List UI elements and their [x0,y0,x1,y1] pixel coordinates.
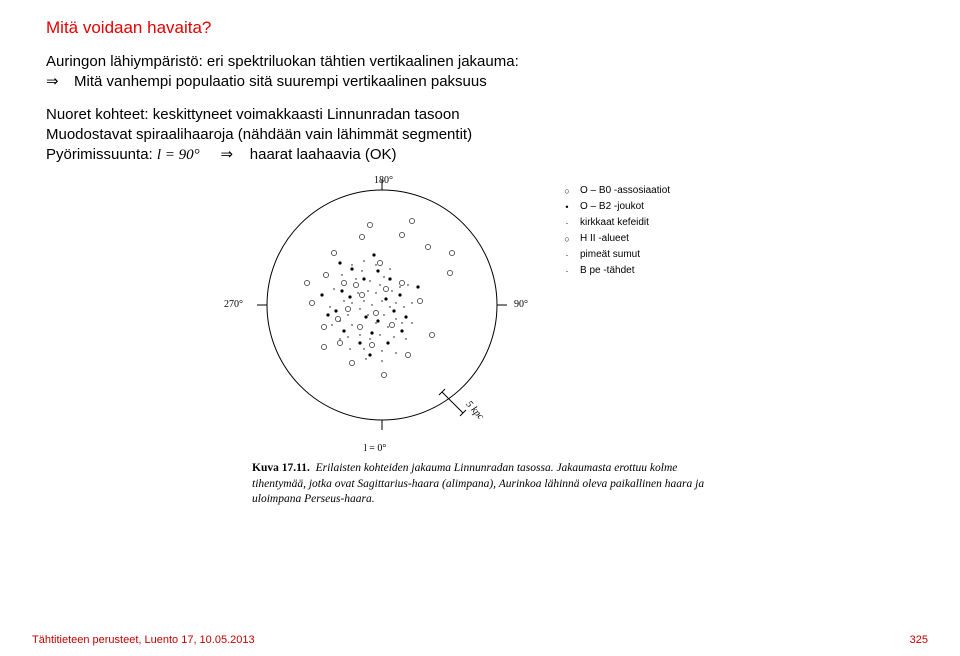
angle-bottom: l = 0° [364,443,386,454]
p2-line3-math: l = 90° [157,147,200,163]
legend-item: · B pe -tähdet [562,263,670,279]
p2-line3: Pyörimissuunta: l = 90° ⇒ haarat laahaav… [46,145,928,165]
legend-item: · kirkkaat kefeidit [562,215,670,231]
p1-line2-wrap: ⇒ Mitä vanhempi populaatio sitä suurempi… [46,72,928,92]
arrow-icon: ⇒ [221,146,234,163]
footer: Tähtitieteen perusteet, Luento 17, 10.05… [32,634,928,646]
page-title: Mitä voidaan havaita? [46,18,928,38]
legend-item: · pimeät sumut [562,247,670,263]
arrow-icon: ⇒ [46,72,59,92]
legend-item: ○ O – B0 -assosiaatiot [562,183,670,199]
legend-sym-icon: ○ [562,184,572,198]
angle-right: 90° [514,299,528,310]
figure: 180° 270° 90° l = 0° 5 kpc ○O – B0 -asso… [252,175,722,508]
p1-line2: Mitä vanhempi populaatio sitä suurempi v… [74,73,487,90]
legend-label: O – B2 -joukot [580,199,644,215]
p1-line1: Auringon lähiympäristö: eri spektriluoka… [46,52,928,72]
legend-sym-icon: · [562,248,572,262]
legend-label: O – B0 -assosiaatiot [580,183,670,199]
legend-sym-icon: · [562,264,572,278]
p2-line1: Nuoret kohteet: keskittyneet voimakkaast… [46,105,928,125]
legend-item: ○ H II -alueet [562,231,670,247]
p2-line2: Muodostavat spiraalihaaroja (nähdään vai… [46,125,928,145]
p2-line3a: Pyörimissuunta: [46,146,157,163]
caption-num: Kuva 17.11. [252,462,310,474]
legend-sym-icon: ○ [562,232,572,246]
p2-line3b: haarat laahaavia (OK) [250,146,397,163]
legend-sym-icon: · [562,216,572,230]
figure-caption: Kuva 17.11. Erilaisten kohteiden jakauma… [252,461,722,508]
legend-label: H II -alueet [580,231,629,247]
legend-item: • O – B2 -joukot [562,199,670,215]
legend-label: B pe -tähdet [580,263,634,279]
legend-label: kirkkaat kefeidit [580,215,649,231]
paragraph-1: Auringon lähiympäristö: eri spektriluoka… [46,52,928,93]
legend-sym-icon: • [562,200,572,214]
legend: ○ O – B0 -assosiaatiot • O – B2 -joukot · k… [562,183,670,279]
angle-left: 270° [224,299,243,310]
footer-left: Tähtitieteen perusteet, Luento 17, 10.05… [32,634,255,646]
legend-label: pimeät sumut [580,247,640,263]
footer-page: 325 [910,634,928,646]
angle-top: 180° [374,175,393,186]
caption-text: Erilaisten kohteiden jakauma Linnunradan… [252,462,704,505]
paragraph-2: Nuoret kohteet: keskittyneet voimakkaast… [46,105,928,166]
